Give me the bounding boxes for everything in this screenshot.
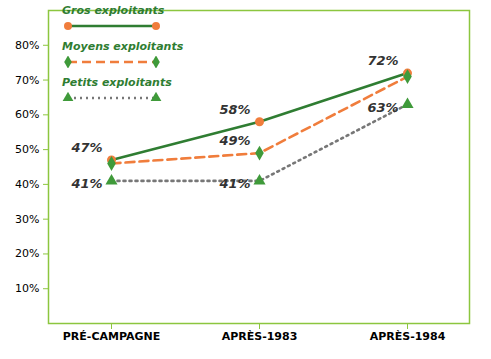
html-text:Moyens exploitants: Moyens exploitants <box>62 40 184 53</box>
svg-text:47%: 47% <box>70 140 102 155</box>
svg-text:70%: 70% <box>15 74 39 87</box>
svg-text:58%: 58% <box>219 102 250 117</box>
svg-text:80%: 80% <box>15 39 39 52</box>
svg-text:72%: 72% <box>367 53 398 68</box>
svg-text:50%: 50% <box>15 143 39 156</box>
svg-text:49%: 49% <box>218 133 250 148</box>
svg-text:PRÉ-CAMPAGNE: PRÉ-CAMPAGNE <box>63 330 160 343</box>
html-text:Gros exploitants: Gros exploitants <box>62 4 165 17</box>
svg-text:20%: 20% <box>15 247 39 260</box>
svg-text:APRÈS-1984: APRÈS-1984 <box>370 330 446 343</box>
html-text:Petits exploitants: Petits exploitants <box>62 76 172 89</box>
svg-text:30%: 30% <box>15 213 39 226</box>
svg-text:APRÈS-1983: APRÈS-1983 <box>222 330 298 343</box>
svg-text:63%: 63% <box>367 100 398 115</box>
svg-text:41%: 41% <box>70 176 102 191</box>
svg-text:40%: 40% <box>15 178 39 191</box>
svg-text:41%: 41% <box>218 176 250 191</box>
svg-text:60%: 60% <box>15 108 39 121</box>
svg-text:10%: 10% <box>15 282 39 295</box>
